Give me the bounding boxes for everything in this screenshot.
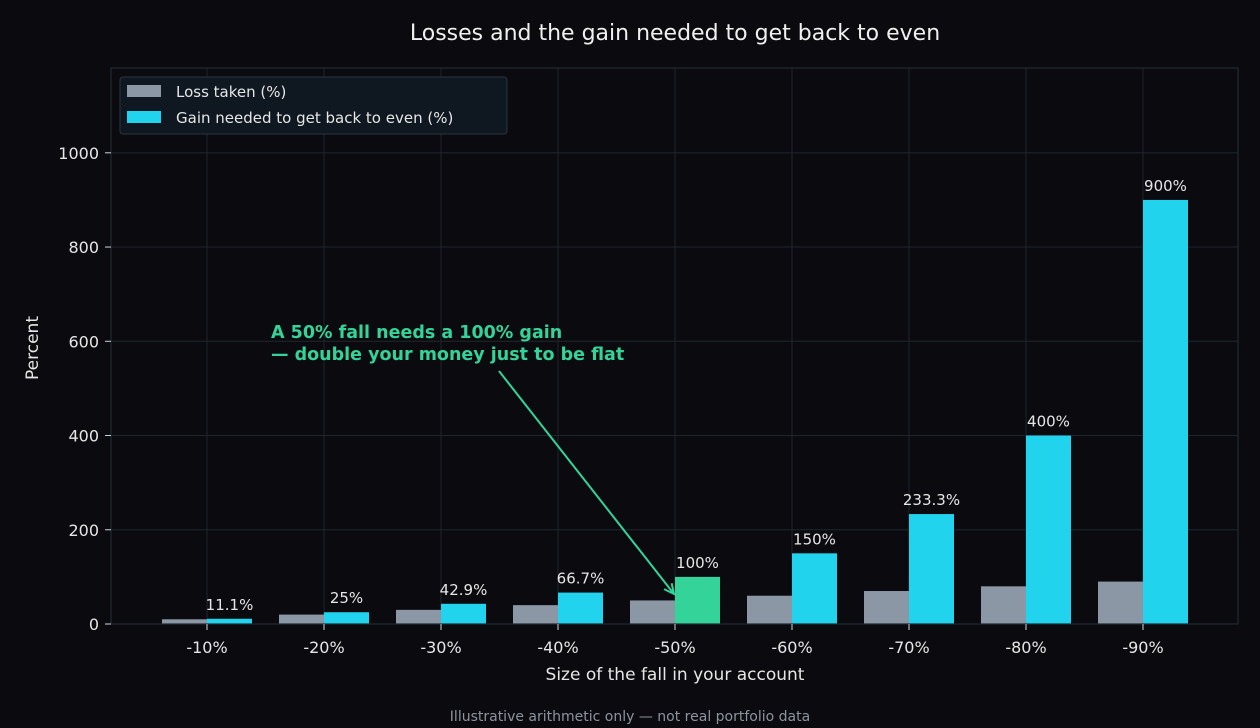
bar-loss [630, 600, 675, 624]
bar-gain [1143, 199, 1188, 625]
annotation-arrowhead [663, 583, 676, 596]
annotation-line-2: — double your money just to be flat [271, 345, 624, 365]
data-label: 66.7% [557, 570, 605, 588]
x-tick-label: -20% [303, 638, 344, 657]
y-tick-label: 1000 [58, 144, 99, 163]
bar-loss [279, 614, 324, 624]
x-tick-label: -50% [654, 638, 695, 657]
legend-box [119, 76, 508, 135]
bar-gain [909, 514, 954, 624]
bar-loss [864, 591, 909, 624]
bar-loss [1098, 581, 1143, 624]
data-label: 233.3% [903, 491, 960, 509]
footnote: Illustrative arithmetic only — not real … [450, 709, 810, 725]
bar-gain [675, 576, 720, 624]
annotation-arrow [498, 370, 675, 595]
y-tick-label: 600 [68, 332, 99, 351]
x-tick-label: -10% [186, 638, 227, 657]
labels-layer: 11.1% 25% 42.9% 66.7% 100% 150% 233.3% 400% 900% [206, 177, 1187, 614]
bar-loss [513, 605, 558, 624]
data-label: 150% [793, 530, 836, 548]
data-label: 900% [1144, 177, 1187, 195]
x-tick-label: -30% [420, 638, 461, 657]
bar-gain [324, 612, 369, 624]
x-tick-label: -90% [1122, 638, 1163, 657]
x-tick-label: -70% [888, 638, 929, 657]
bar-loss [162, 619, 207, 624]
data-label: 42.9% [440, 581, 488, 599]
x-tick-label: -80% [1005, 638, 1046, 657]
bar-loss [396, 609, 441, 624]
annotation: A 50% fall needs a 100% gain — double yo… [271, 323, 676, 596]
annotation-line-1: A 50% fall needs a 100% gain [271, 323, 562, 343]
axis-layer: 0 200 400 600 800 1000 -10% -20% -30% -40% -50% -60… [58, 67, 1239, 657]
y-tick-label: 800 [68, 238, 99, 257]
data-label: 25% [330, 589, 363, 607]
legend-swatch-loss [127, 85, 161, 97]
data-label: 400% [1027, 413, 1070, 431]
data-label: 100% [676, 554, 719, 572]
legend-swatch-gain [127, 111, 161, 123]
y-tick-label: 200 [68, 521, 99, 540]
legend-label-loss: Loss taken (%) [176, 83, 286, 101]
data-label: 11.1% [206, 596, 254, 614]
bar-gain [207, 618, 252, 624]
bar-loss [747, 595, 792, 624]
y-axis-label: Percent [23, 316, 43, 380]
y-tick-label: 400 [68, 427, 99, 446]
bar-gain [1026, 435, 1071, 624]
legend: Loss taken (%) Gain needed to get back t… [119, 76, 508, 135]
bar-gain [792, 553, 837, 624]
x-tick-label: -60% [771, 638, 812, 657]
y-tick-label: 0 [89, 615, 99, 634]
bar-loss [981, 586, 1026, 624]
x-tick-label: -40% [537, 638, 578, 657]
legend-label-gain: Gain needed to get back to even (%) [176, 109, 453, 127]
x-axis-label: Size of the fall in your account [546, 665, 805, 685]
bar-gain [441, 603, 486, 624]
bars-layer [162, 199, 1188, 625]
chart-title: Losses and the gain needed to get back t… [410, 21, 940, 46]
bar-gain [558, 592, 603, 624]
